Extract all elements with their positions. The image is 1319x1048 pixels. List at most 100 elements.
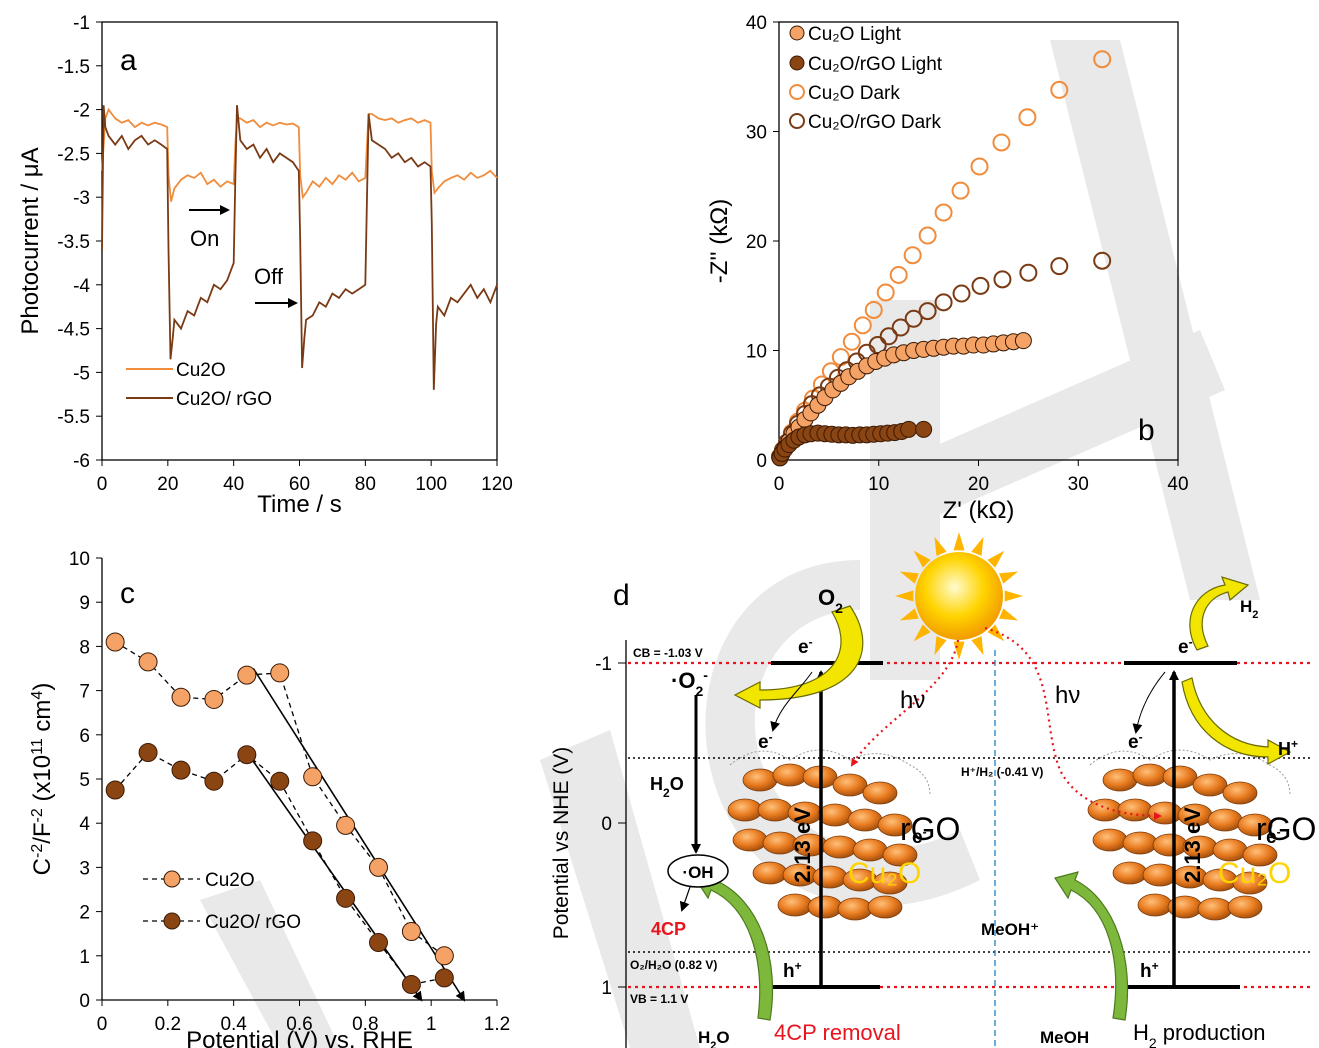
data-point-0 bbox=[336, 815, 356, 835]
cu2o-particle bbox=[867, 895, 903, 919]
sun-ray bbox=[953, 641, 965, 660]
x-tick-label: 0 bbox=[97, 1014, 108, 1035]
legend-marker-3 bbox=[789, 113, 805, 129]
data-point-3 bbox=[904, 309, 923, 328]
cu2o-particle bbox=[817, 803, 853, 827]
legend-marker-cu2o bbox=[163, 870, 181, 888]
cu2o-particle bbox=[727, 798, 763, 822]
panel-b: 0 10 20 30 40 0 10 20 30 40 Z' (kΩ) -Z'' (kΩ) Cu₂O L… bbox=[706, 13, 1189, 524]
data-point-2 bbox=[864, 300, 883, 319]
cu2o-particle bbox=[772, 763, 808, 787]
x-tick-label: 0 bbox=[97, 474, 108, 495]
x-tick-label: 100 bbox=[415, 474, 447, 495]
sun-ray bbox=[934, 636, 947, 656]
panel-label-a: a bbox=[120, 44, 137, 77]
cu2o-particle bbox=[1112, 861, 1148, 885]
y-tick-label: -2.5 bbox=[57, 144, 90, 165]
cu2o-particle bbox=[1237, 813, 1273, 837]
y-tick-label: -1.5 bbox=[57, 57, 90, 78]
cu2o-particle bbox=[1197, 897, 1233, 921]
electron-cb-left: e- bbox=[798, 635, 813, 658]
y-tick-label: 10 bbox=[69, 549, 90, 570]
cu2o-label-left: Cu₂O bbox=[848, 857, 921, 890]
data-point-2 bbox=[903, 246, 922, 265]
data-point-0 bbox=[1014, 332, 1032, 350]
data-point-2 bbox=[853, 316, 872, 335]
panel-c: 0 0.2 0.4 0.6 0.8 1 1.2 0 1 2 3 4 5 6 7 8 9 10 Potential (… bbox=[29, 549, 511, 1048]
cu2o-particle bbox=[1242, 843, 1278, 867]
green-arrow-4cp bbox=[694, 871, 774, 1021]
x-axis-label: Potential (V) vs. RHE bbox=[186, 1027, 413, 1048]
y-axis-label: -Z'' (kΩ) bbox=[706, 199, 733, 283]
potential-tick-label: -1 bbox=[595, 654, 612, 675]
data-point-2 bbox=[934, 203, 953, 222]
cu2o-particle bbox=[1222, 781, 1258, 805]
data-point-2 bbox=[970, 157, 989, 176]
data-point-3 bbox=[918, 302, 937, 321]
panel-label-d: d bbox=[613, 579, 630, 612]
legend-label-cu2o-rgo: Cu2O/ rGO bbox=[176, 389, 272, 410]
yellow-arrow-hplus bbox=[1181, 677, 1292, 766]
data-point-2 bbox=[918, 226, 937, 245]
data-point-2 bbox=[1050, 80, 1069, 99]
series-line-cu2o-rgo bbox=[101, 105, 498, 390]
oh-label: ·OH bbox=[682, 863, 713, 882]
data-point-1 bbox=[401, 975, 421, 995]
cu2o-particle bbox=[1192, 773, 1228, 797]
cu2o-particle bbox=[847, 808, 883, 832]
y-tick-label: -5 bbox=[73, 363, 90, 384]
h2-label: H2 bbox=[1240, 597, 1258, 621]
transfer-arrow-left bbox=[770, 671, 813, 732]
sun-ray bbox=[999, 571, 1019, 584]
sun-icon bbox=[895, 532, 1023, 660]
h-h2-label: H⁺/H₂ (-0.41 V) bbox=[961, 765, 1043, 779]
rgo-label-left: rGO bbox=[900, 811, 960, 847]
x-tick-label: 20 bbox=[157, 474, 178, 495]
y-tick-label: 6 bbox=[79, 726, 90, 747]
panel-a: 0 20 40 60 80 100 120 -1 -1.5 -2 -2.5 -3 -3.5 -4 -4.5 -… bbox=[17, 13, 513, 518]
hplus-label: H+ bbox=[1278, 737, 1298, 759]
superoxide-label: ·O2- bbox=[671, 667, 708, 699]
cu2o-particle bbox=[877, 813, 913, 837]
y-tick-label: 5 bbox=[79, 770, 90, 791]
data-point-0 bbox=[171, 687, 191, 707]
green-arrow-meoh bbox=[1054, 871, 1129, 1021]
panel-label-c: c bbox=[120, 577, 135, 610]
electron-right-right: e- bbox=[1266, 825, 1281, 848]
cu2o-particle bbox=[1232, 871, 1268, 895]
cu2o-particle bbox=[1137, 893, 1173, 917]
yellow-arrow-o2 bbox=[733, 605, 864, 709]
y-tick-label: -5.5 bbox=[57, 407, 90, 428]
cu2o-particle bbox=[1147, 801, 1183, 825]
sun-disc bbox=[915, 552, 1003, 640]
sun-ray bbox=[899, 608, 919, 621]
data-point-1 bbox=[204, 771, 224, 791]
cu2o-particle bbox=[1132, 763, 1168, 787]
y-tick-label: 7 bbox=[79, 682, 90, 703]
yellow-arrow-h2 bbox=[1189, 576, 1250, 651]
hv-label-right: hν bbox=[1055, 682, 1080, 709]
cu2o-label-right: Cu₂O bbox=[1218, 857, 1291, 890]
electron-right-left: e- bbox=[912, 825, 927, 848]
y-tick-label: 30 bbox=[746, 123, 767, 144]
legend-marker-2 bbox=[789, 84, 805, 100]
cu2o-particle bbox=[777, 893, 813, 917]
data-point-1 bbox=[336, 888, 356, 908]
hole-vb-right: h+ bbox=[1140, 959, 1159, 982]
data-point-1 bbox=[171, 760, 191, 780]
data-point-3 bbox=[993, 270, 1012, 289]
cu2o-particle bbox=[1102, 768, 1138, 792]
band-gap-right: 2.13 eV bbox=[1180, 807, 1205, 883]
data-point-1 bbox=[915, 420, 933, 438]
legend-label-1: Cu₂O/rGO Light bbox=[808, 54, 943, 75]
sun-ray bbox=[971, 636, 984, 656]
y-tick-label: -4 bbox=[73, 276, 90, 297]
cu2o-particle bbox=[752, 861, 788, 885]
x-tick-label: 40 bbox=[223, 474, 244, 495]
data-point-2 bbox=[1093, 50, 1112, 69]
y-tick-label: 0 bbox=[756, 451, 767, 472]
hv-label-left: hν bbox=[900, 687, 925, 714]
x-tick-label: 30 bbox=[1068, 474, 1089, 495]
x-tick-label: 0 bbox=[774, 474, 785, 495]
